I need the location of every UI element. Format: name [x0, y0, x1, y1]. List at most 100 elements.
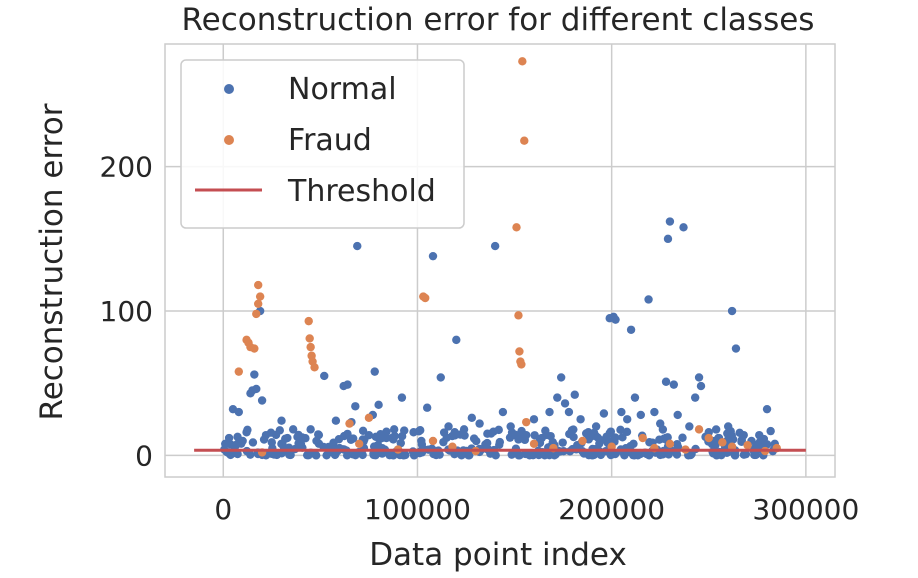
normal-point — [248, 438, 258, 447]
normal-point — [558, 438, 567, 447]
normal-point — [311, 450, 320, 459]
normal-point — [467, 413, 477, 423]
normal-point — [673, 410, 682, 420]
normal-point — [331, 416, 341, 425]
normal-point — [679, 223, 688, 232]
fraud-point — [743, 441, 752, 450]
normal-point — [296, 439, 306, 449]
fraud-point — [518, 57, 527, 66]
normal-point — [576, 415, 585, 424]
normal-point — [277, 416, 286, 425]
normal-point — [369, 442, 379, 451]
normal-point — [459, 425, 469, 434]
normal-point — [400, 426, 409, 435]
fraud-point — [448, 442, 457, 451]
normal-point — [351, 402, 360, 411]
normal-point — [690, 393, 700, 402]
normal-point — [428, 251, 438, 261]
normal-point — [257, 396, 267, 405]
normal-point — [261, 430, 271, 440]
legend-label-fraud: Fraud — [288, 123, 372, 158]
fraud-point — [694, 425, 704, 434]
normal-point — [267, 438, 277, 447]
normal-point — [351, 450, 360, 460]
normal-point — [755, 430, 764, 440]
normal-point — [553, 393, 562, 402]
normal-point — [409, 428, 418, 437]
fraud-point — [428, 436, 438, 446]
normal-point — [570, 390, 579, 399]
normal-point — [483, 429, 492, 438]
fraud-point — [345, 419, 354, 428]
normal-point — [283, 433, 292, 443]
fraud-point — [520, 136, 529, 145]
normal-point — [626, 325, 636, 334]
normal-point — [650, 407, 659, 417]
normal-point — [313, 430, 323, 439]
normal-point — [545, 407, 554, 417]
normal-point — [343, 380, 352, 389]
fraud-point — [364, 413, 374, 423]
normal-point — [275, 426, 284, 435]
fraud-point — [310, 363, 319, 372]
fraud-point — [355, 439, 364, 449]
normal-point — [514, 435, 523, 444]
normal-point — [529, 415, 539, 424]
normal-point — [452, 335, 461, 345]
normal-point — [704, 428, 713, 437]
legend-label-threshold: Threshold — [287, 174, 436, 209]
normal-point — [611, 449, 620, 459]
normal-point — [730, 449, 739, 459]
normal-point — [711, 425, 721, 434]
normal-point — [475, 419, 484, 428]
normal-point — [597, 436, 606, 445]
normal-point — [385, 450, 394, 460]
legend-marker-fraud — [224, 135, 234, 145]
normal-point — [564, 407, 574, 417]
normal-point — [494, 425, 503, 435]
normal-point — [739, 430, 748, 440]
normal-point — [472, 436, 481, 446]
fraud-point — [578, 436, 587, 446]
normal-point — [238, 436, 247, 446]
normal-point — [712, 451, 721, 460]
normal-point — [382, 433, 391, 443]
normal-point — [731, 344, 741, 353]
y-tick-label: 200 — [100, 151, 153, 184]
normal-point — [498, 407, 508, 417]
normal-point — [694, 373, 704, 382]
normal-point — [388, 434, 398, 444]
fraud-point — [727, 442, 737, 451]
normal-point — [617, 407, 626, 417]
normal-point — [329, 438, 338, 447]
x-tick-label: 100000 — [364, 493, 471, 526]
fraud-point — [252, 309, 261, 319]
normal-point — [401, 450, 410, 460]
y-tick-label: 100 — [100, 295, 153, 328]
normal-point — [599, 409, 609, 418]
normal-point — [633, 451, 643, 460]
normal-point — [312, 436, 321, 446]
normal-point — [436, 373, 445, 382]
fraud-point — [638, 433, 647, 443]
normal-point — [490, 241, 500, 251]
normal-point — [537, 433, 546, 443]
x-axis-label: Data point index — [369, 537, 627, 573]
legend-box — [180, 59, 465, 229]
legend-marker-normal — [224, 84, 234, 94]
legend-label-normal: Normal — [288, 72, 397, 107]
fraud-point — [305, 334, 314, 343]
normal-point — [285, 450, 294, 459]
normal-point — [755, 437, 765, 447]
x-axis-ticks: 0 100000 200000 300000 — [214, 493, 859, 526]
normal-point — [723, 422, 733, 431]
normal-point — [346, 435, 356, 444]
normal-point — [439, 437, 448, 447]
normal-point — [665, 217, 675, 226]
normal-point — [507, 450, 516, 459]
normal-point — [663, 234, 673, 244]
fraud-point — [529, 439, 539, 449]
normal-point — [630, 393, 640, 402]
normal-point — [644, 295, 653, 304]
fraud-point — [255, 292, 265, 301]
